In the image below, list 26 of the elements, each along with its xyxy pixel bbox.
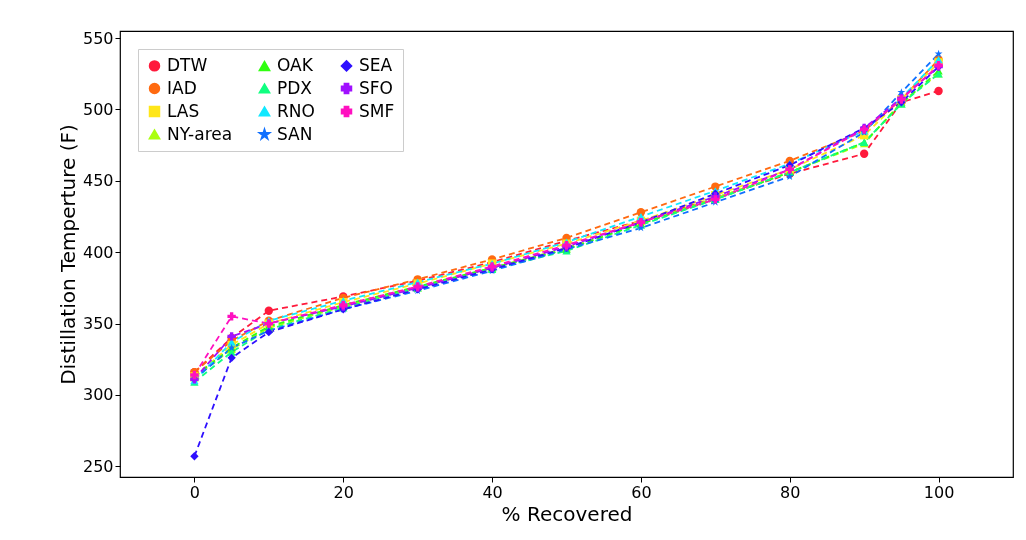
x-tick-label: 0 xyxy=(189,482,201,502)
legend-label: RNO xyxy=(277,100,315,121)
y-tick-label: 400 xyxy=(82,242,114,262)
legend-label: IAD xyxy=(167,77,197,98)
legend-label: SEA xyxy=(359,54,393,75)
y-axis-title: Distillation Temperture (F) xyxy=(55,124,80,385)
legend-label: SMF xyxy=(359,100,395,121)
x-tick-label: 100 xyxy=(923,482,955,502)
legend-label: LAS xyxy=(167,100,200,121)
y-tick-label: 550 xyxy=(82,28,114,48)
legend-label: OAK xyxy=(277,55,314,76)
y-tick-label: 450 xyxy=(82,171,114,191)
legend-label: SFO xyxy=(359,77,393,98)
legend-label: SAN xyxy=(277,123,313,144)
y-tick-label: 500 xyxy=(82,100,114,119)
y-tick-label: 300 xyxy=(82,385,114,405)
x-tick-label: 80 xyxy=(780,482,801,502)
x-tick-label: 20 xyxy=(333,482,354,502)
legend-label: PDX xyxy=(277,77,313,98)
x-tick-label: 40 xyxy=(482,482,503,502)
legend-label: NY-area xyxy=(167,123,233,144)
legend-label: DTW xyxy=(167,54,208,75)
y-tick-label: 350 xyxy=(82,314,114,334)
x-tick-label: 60 xyxy=(631,482,652,502)
y-tick-label: 250 xyxy=(82,456,114,476)
x-axis-title: % Recovered xyxy=(501,501,633,526)
